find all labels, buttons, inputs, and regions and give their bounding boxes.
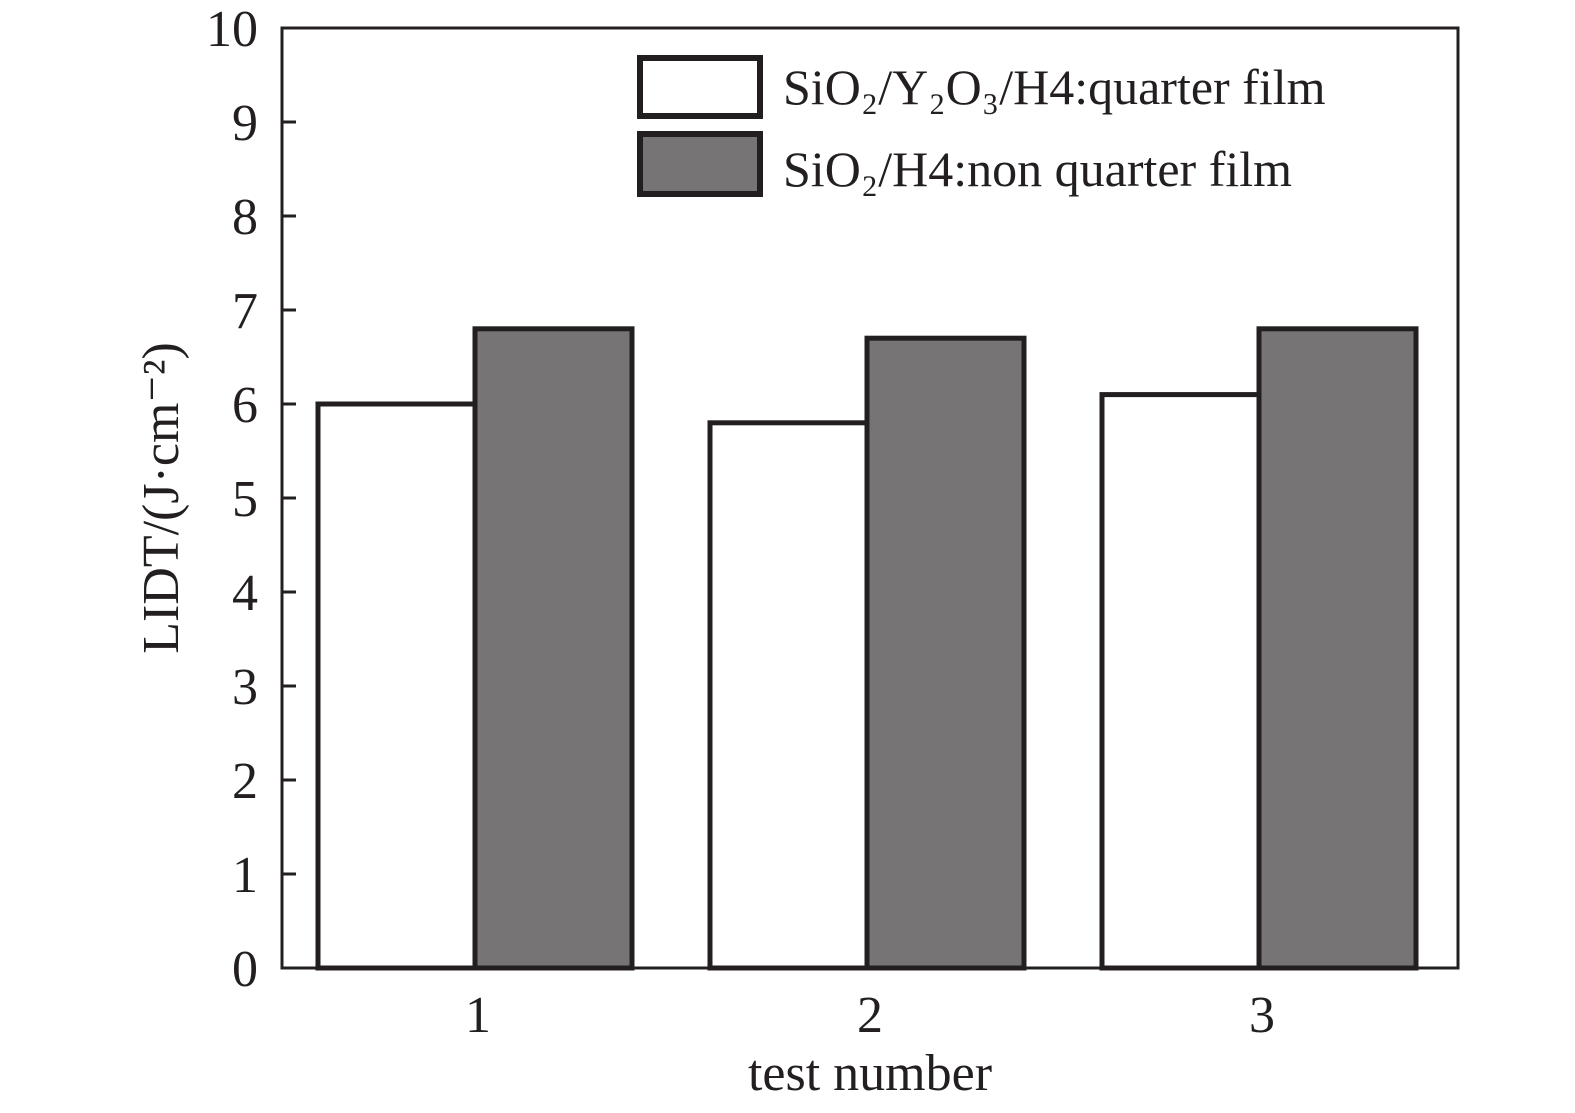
legend-label: SiO₂/Y₂O₃/H4:quarter film xyxy=(783,59,1326,115)
legend-swatch xyxy=(637,55,763,119)
y-tick-label: 9 xyxy=(232,95,258,152)
y-axis: 0 1 2 3 4 5 6 7 8 9 10 xyxy=(206,1,296,998)
y-tick-label: 5 xyxy=(232,471,258,528)
bar-series-1-test-2 xyxy=(707,420,870,971)
bar-series-1-test-3 xyxy=(1099,392,1262,971)
y-tick-label: 3 xyxy=(232,659,258,716)
y-tick-label: 8 xyxy=(232,189,258,246)
bar-series-2-test-3 xyxy=(1256,326,1419,971)
y-tick-label: 1 xyxy=(232,847,258,904)
y-tick-label: 6 xyxy=(232,377,258,434)
x-axis: 1 2 3 xyxy=(465,987,1275,1044)
y-axis-title: LIDT/(J·cm⁻²) xyxy=(133,342,190,654)
legend-swatch xyxy=(637,131,763,197)
bars-layer xyxy=(315,326,1419,971)
x-axis-title: test number xyxy=(748,1045,992,1102)
bar-series-2-test-2 xyxy=(864,335,1027,971)
x-tick-label: 2 xyxy=(857,987,883,1044)
legend: SiO₂/Y₂O₃/H4:quarter film SiO₂/H4:non qua… xyxy=(637,55,1326,197)
y-tick-label: 4 xyxy=(232,565,258,622)
x-tick-label: 3 xyxy=(1249,987,1275,1044)
x-tick-label: 1 xyxy=(465,987,491,1044)
y-tick-label: 10 xyxy=(206,1,258,58)
bar-series-2-test-1 xyxy=(472,326,635,971)
y-tick-label: 0 xyxy=(232,941,258,998)
legend-label: SiO₂/H4:non quarter film xyxy=(783,141,1292,197)
y-tick-label: 7 xyxy=(232,283,258,340)
bar-series-1-test-1 xyxy=(315,401,478,971)
y-tick-label: 2 xyxy=(232,753,258,810)
